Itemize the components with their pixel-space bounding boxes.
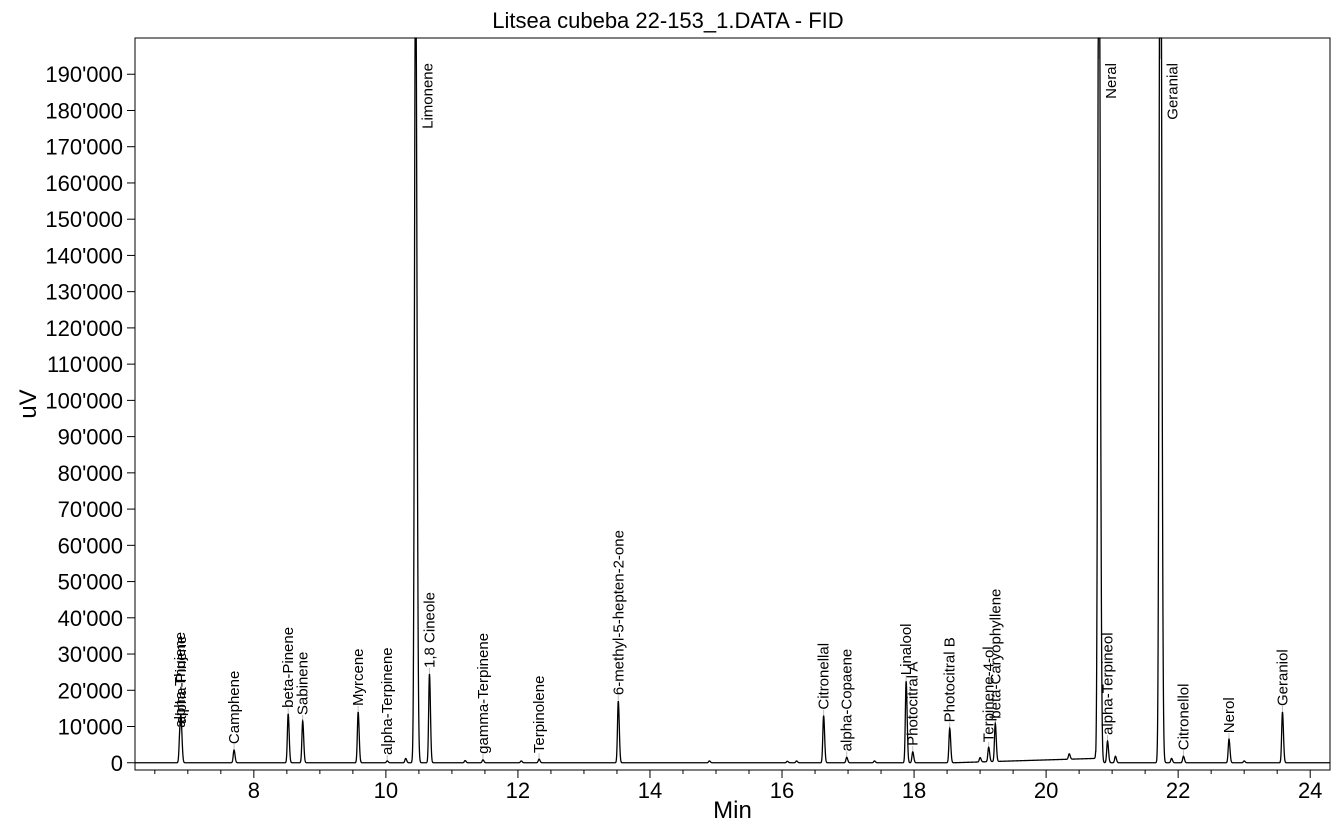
peak-label: Terpinolene bbox=[531, 676, 548, 754]
x-tick-label: 22 bbox=[1166, 778, 1190, 803]
y-tick-label: 50'000 bbox=[58, 570, 123, 595]
x-axis-ticks: 8 10 12 14 16 18 20 22 24 bbox=[154, 770, 1322, 803]
peak-label: Myrcene bbox=[350, 648, 367, 706]
y-tick-label: 30'000 bbox=[58, 642, 123, 667]
x-tick-label: 12 bbox=[506, 778, 530, 803]
x-tick-label: 14 bbox=[638, 778, 662, 803]
peak-label: alpha-Pinene bbox=[173, 636, 190, 724]
peak-label: alpha-Thujene bbox=[172, 632, 189, 728]
peak-label-leaders bbox=[179, 38, 1283, 761]
peak-label: Neral bbox=[1103, 63, 1120, 99]
peak-label: Geranial bbox=[1164, 63, 1181, 120]
peak-label: beta-Pinene bbox=[280, 627, 297, 708]
peak-label: alpha-Terpineol bbox=[1100, 632, 1117, 735]
peak-label: Camphene bbox=[226, 671, 243, 744]
y-axis-title: uV bbox=[15, 389, 42, 418]
peak-label: Terpinene-4-ol bbox=[981, 646, 998, 742]
peak-label: Sabinene bbox=[295, 652, 312, 715]
y-tick-label: 10'000 bbox=[58, 715, 123, 740]
y-tick-label: 160'000 bbox=[45, 171, 123, 196]
chromatogram-trace bbox=[135, 37, 1330, 764]
y-tick-label: 60'000 bbox=[58, 533, 123, 558]
y-tick-label: 40'000 bbox=[58, 606, 123, 631]
y-tick-label: 20'000 bbox=[58, 678, 123, 703]
y-tick-label: 80'000 bbox=[58, 461, 123, 486]
peak-label: alpha-Terpinene bbox=[379, 647, 396, 755]
peak-label: Photocitral A bbox=[905, 662, 922, 746]
peak-label: 6-methyl-5-hepten-2-one bbox=[610, 530, 627, 695]
y-tick-label: 90'000 bbox=[58, 425, 123, 450]
y-tick-label: 110'000 bbox=[47, 352, 123, 377]
y-tick-label: 100'000 bbox=[45, 388, 123, 413]
chart-title: Litsea cubeba 22-153_1.DATA - FID bbox=[492, 8, 843, 33]
peak-label: Limonene bbox=[420, 63, 437, 129]
plot-frame bbox=[134, 37, 1331, 771]
y-tick-label: 0 bbox=[111, 751, 123, 776]
x-tick-label: 8 bbox=[248, 778, 260, 803]
y-tick-label: 180'000 bbox=[45, 98, 123, 123]
x-axis-title: Min bbox=[713, 797, 752, 824]
x-tick-label: 24 bbox=[1298, 778, 1322, 803]
y-tick-label: 150'000 bbox=[45, 207, 123, 232]
y-tick-label: 130'000 bbox=[45, 280, 123, 305]
peak-label: Citronellol bbox=[1175, 684, 1192, 751]
x-tick-label: 16 bbox=[770, 778, 794, 803]
peak-label: alpha-Copaene bbox=[839, 649, 856, 752]
x-tick-label: 10 bbox=[374, 778, 398, 803]
x-tick-label: 18 bbox=[902, 778, 926, 803]
y-axis-ticks: 0 10'000 20'000 30'000 40'000 50'000 60'000 70'… bbox=[45, 62, 135, 776]
y-tick-label: 190'000 bbox=[45, 62, 123, 87]
y-tick-label: 170'000 bbox=[45, 135, 123, 160]
y-tick-label: 120'000 bbox=[45, 316, 123, 341]
peak-label: Citronellal bbox=[816, 643, 833, 710]
peak-label: Photocitral B bbox=[942, 637, 959, 722]
peak-label: Linalool bbox=[898, 623, 915, 675]
peak-label: Geraniol bbox=[1274, 649, 1291, 706]
peak-label: 1,8 Cineole bbox=[421, 592, 438, 668]
peak-label: Nerol bbox=[1221, 697, 1238, 733]
peak-label: beta-Caryophyllene bbox=[987, 589, 1004, 719]
y-tick-label: 140'000 bbox=[45, 243, 123, 268]
x-tick-label: 20 bbox=[1034, 778, 1058, 803]
peak-label: gamma-Terpinene bbox=[475, 633, 492, 754]
y-tick-label: 70'000 bbox=[58, 497, 123, 522]
